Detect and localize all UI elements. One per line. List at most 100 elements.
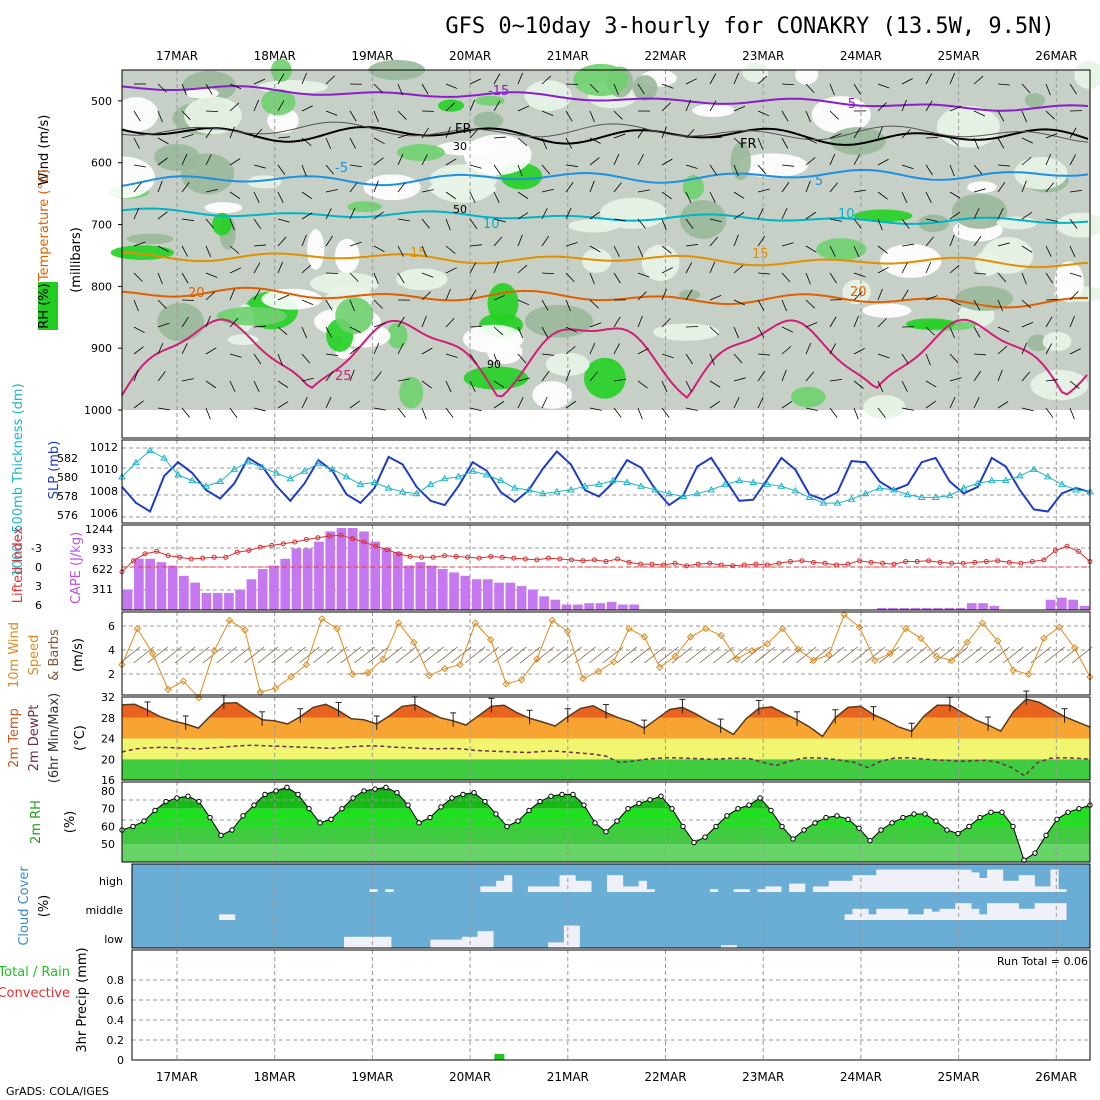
rh-marker	[526, 807, 532, 814]
wind-speed-marker	[917, 634, 925, 642]
cloud-cell	[876, 908, 885, 920]
thickness-marker	[595, 480, 603, 487]
rh-region	[438, 99, 465, 112]
wind-speed-marker	[517, 676, 526, 684]
upper-air-frame	[121, 69, 1091, 439]
precip-total-rain-label: Total / Rain	[0, 965, 70, 980]
lifted-index-marker	[672, 560, 678, 566]
temp-tick-label: 20	[101, 753, 115, 766]
lifted-index-marker	[857, 558, 863, 564]
rh-marker	[273, 788, 279, 794]
date-label-top: 26MAR	[1035, 49, 1077, 63]
wind-barb	[253, 164, 266, 169]
wind-barb-10m	[630, 646, 651, 664]
date-label-top: 18MAR	[254, 49, 296, 63]
cloud-cell	[884, 869, 893, 892]
wind10m-axis-label-line3: & Barbs	[47, 629, 62, 681]
chart-title: GFS 0~10day 3-hourly for CONAKRY (13.5W,…	[445, 14, 1054, 39]
pressure-tick-label: 900	[91, 342, 112, 355]
wind-barb	[757, 272, 770, 275]
isotherm-line	[121, 169, 1089, 187]
wind-barb	[277, 326, 288, 336]
lifted-index-marker	[960, 560, 966, 566]
wind-barb	[325, 208, 332, 220]
wind-barb	[805, 137, 817, 144]
date-axis-top: 17MAR 18MAR 19MAR 20MAR 21MAR 22MAR 23MAR 24MAR…	[156, 49, 1077, 63]
cape-bar	[314, 541, 324, 610]
cloud-cell	[987, 869, 996, 892]
wind-barb	[733, 396, 740, 409]
cloud-cell	[923, 908, 932, 920]
lifted-index-tick-label: 0	[35, 561, 42, 574]
precip-frame	[131, 949, 1091, 1061]
wind-barb	[469, 380, 476, 392]
wind-barb-10m	[657, 646, 679, 664]
wind-barb-10m	[823, 646, 845, 664]
wind-barb-10m	[257, 646, 279, 664]
cloud-cell	[1002, 880, 1012, 892]
wind-barb	[589, 157, 600, 166]
wind-barb	[541, 353, 554, 356]
wind-barb-10m	[616, 646, 638, 664]
wind-barb	[469, 191, 476, 204]
wind-barb-10m	[740, 646, 762, 664]
rh-region	[261, 288, 323, 310]
wind10m-axis-label-line1: 10m Wind	[7, 622, 22, 688]
rh-marker	[482, 798, 488, 805]
wind-speed-marker	[686, 633, 695, 641]
wind-barb-10m	[216, 646, 237, 664]
rh-marker	[504, 823, 510, 830]
wind-barb	[1045, 110, 1056, 120]
wind-barb	[157, 245, 169, 252]
wind-speed-marker	[671, 652, 679, 660]
wind-barb	[1021, 371, 1031, 382]
cloud-cell	[797, 883, 806, 892]
rh-marker	[152, 807, 158, 814]
wind-barb	[661, 191, 672, 200]
wind-speed-marker	[948, 656, 956, 665]
wind-barb	[349, 110, 357, 122]
wind-barb-10m	[519, 646, 541, 664]
rh-marker	[724, 813, 730, 819]
rh-marker	[306, 805, 312, 812]
wind-barb	[589, 322, 602, 328]
wind-speed-marker	[886, 649, 894, 658]
thickness-marker	[370, 478, 379, 485]
thickness-marker	[567, 485, 575, 493]
wind-barb	[661, 102, 671, 112]
thickness-tick-label: 578	[57, 490, 78, 503]
rh-contour-label: 30	[453, 140, 467, 153]
cape-bar	[392, 551, 403, 610]
wind-speed-marker	[1055, 623, 1063, 631]
wind-speed-marker	[702, 624, 710, 633]
rh-region	[680, 199, 727, 239]
rh-marker	[284, 784, 290, 791]
wind-barb	[877, 102, 887, 112]
wind-speed-marker	[871, 656, 879, 665]
cloud-cell	[548, 942, 557, 948]
wind-barb-10m	[1071, 646, 1093, 664]
isotherm-label: FR	[740, 137, 757, 152]
temp-band	[122, 738, 1090, 760]
thickness-marker	[160, 454, 168, 461]
cape-bar	[134, 558, 144, 610]
rh-region	[92, 156, 155, 199]
wind-barb	[541, 299, 549, 311]
wind-barb	[541, 188, 554, 193]
cloud-cell	[477, 931, 486, 948]
wind-barb	[397, 182, 406, 193]
cape-bar	[899, 607, 910, 610]
wind-barb	[877, 318, 887, 328]
wind-barb	[565, 299, 571, 312]
rh-marker	[878, 827, 884, 833]
cloud-cell	[709, 889, 719, 892]
dewpoint-line	[121, 744, 1091, 777]
rh-contour-label: 90	[487, 358, 501, 371]
wind-barb	[949, 191, 961, 199]
wind-barb	[877, 353, 890, 359]
wind-speed-marker	[579, 674, 587, 683]
wind-barb	[709, 164, 718, 176]
wind-barb	[901, 380, 908, 392]
wind-barb	[133, 182, 142, 193]
wind-barb	[805, 322, 818, 328]
